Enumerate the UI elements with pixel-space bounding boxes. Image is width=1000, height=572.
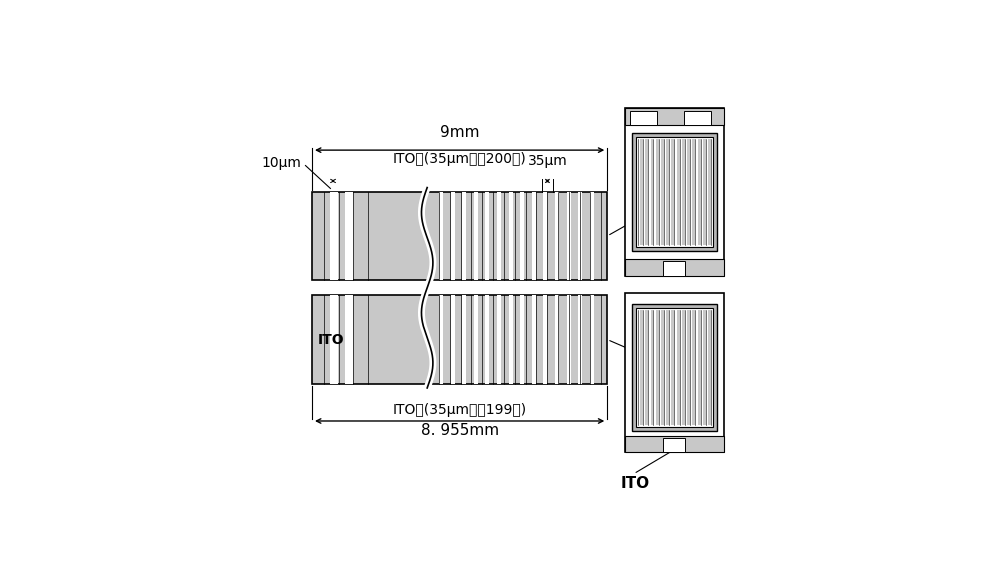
Bar — [690, 310, 692, 425]
Bar — [439, 296, 443, 384]
Bar — [695, 140, 698, 245]
Bar — [674, 310, 677, 425]
Bar — [659, 310, 661, 425]
Bar — [648, 140, 651, 245]
Bar — [345, 192, 353, 280]
Bar — [701, 140, 703, 245]
Bar — [509, 296, 513, 384]
Bar — [638, 310, 640, 425]
Bar — [663, 438, 685, 452]
Bar — [330, 296, 338, 384]
Bar — [625, 436, 724, 452]
Bar — [497, 296, 501, 384]
Bar — [636, 308, 713, 427]
Text: ITO线(35μm宽、200个): ITO线(35μm宽、200个) — [393, 152, 527, 166]
Bar — [312, 296, 607, 384]
Bar — [555, 192, 559, 280]
Bar — [567, 296, 571, 384]
Bar — [509, 192, 513, 280]
Bar — [706, 140, 708, 245]
Bar — [520, 296, 524, 384]
Bar — [638, 140, 711, 245]
Text: ITO: ITO — [317, 332, 344, 347]
Bar — [485, 192, 489, 280]
Bar — [680, 140, 682, 245]
Bar — [474, 296, 478, 384]
Bar — [532, 192, 536, 280]
Bar — [625, 293, 724, 452]
Bar — [685, 310, 687, 425]
Bar — [706, 310, 708, 425]
Bar — [543, 192, 547, 280]
Bar — [630, 111, 657, 125]
Bar — [701, 310, 703, 425]
Bar — [625, 259, 724, 276]
Text: 9mm: 9mm — [440, 125, 479, 141]
Bar — [625, 108, 724, 125]
Bar — [636, 137, 713, 247]
Bar — [345, 296, 353, 384]
Bar — [643, 140, 645, 245]
Bar — [669, 140, 671, 245]
Bar — [578, 192, 582, 280]
Bar — [669, 310, 671, 425]
Bar — [685, 140, 687, 245]
Bar — [590, 296, 594, 384]
Text: ITO: ITO — [620, 476, 650, 491]
Bar — [659, 140, 661, 245]
Bar — [690, 140, 692, 245]
Bar — [520, 192, 524, 280]
Bar — [664, 310, 666, 425]
Bar — [638, 310, 711, 425]
Bar — [638, 140, 640, 245]
Bar — [578, 296, 582, 384]
Bar — [474, 192, 478, 280]
Bar — [674, 140, 677, 245]
Bar — [632, 304, 717, 431]
Bar — [532, 296, 536, 384]
Bar — [632, 133, 717, 251]
Text: 8. 955mm: 8. 955mm — [421, 423, 499, 438]
Bar — [653, 140, 656, 245]
Bar — [462, 296, 466, 384]
Bar — [543, 296, 547, 384]
Bar — [590, 192, 594, 280]
Bar — [451, 192, 455, 280]
Text: 10μm: 10μm — [261, 156, 301, 170]
Bar — [462, 192, 466, 280]
Bar — [312, 192, 607, 280]
Bar — [497, 192, 501, 280]
Bar — [663, 261, 685, 276]
Bar — [648, 310, 651, 425]
Bar — [695, 310, 698, 425]
Bar — [330, 192, 338, 280]
Bar — [439, 192, 443, 280]
Bar — [680, 310, 682, 425]
Bar — [451, 296, 455, 384]
Text: ITO线(35μm宽、199个): ITO线(35μm宽、199个) — [393, 403, 527, 418]
Bar — [555, 296, 559, 384]
Bar — [567, 192, 571, 280]
Bar — [643, 310, 645, 425]
Bar — [485, 296, 489, 384]
Text: 35μm: 35μm — [528, 154, 567, 168]
Bar — [625, 108, 724, 276]
Bar — [653, 310, 656, 425]
Bar — [684, 111, 711, 125]
Bar — [664, 140, 666, 245]
